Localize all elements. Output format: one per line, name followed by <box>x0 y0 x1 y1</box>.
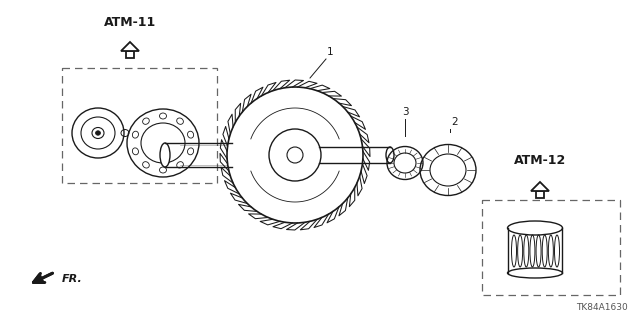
Text: 2: 2 <box>452 117 458 127</box>
Polygon shape <box>126 51 134 58</box>
Ellipse shape <box>508 268 563 278</box>
Ellipse shape <box>160 143 170 167</box>
Text: FR.: FR. <box>62 274 83 284</box>
Text: ATM-12: ATM-12 <box>514 154 566 166</box>
Ellipse shape <box>95 131 100 135</box>
Text: TK84A1630: TK84A1630 <box>576 303 628 312</box>
Text: ATM-11: ATM-11 <box>104 15 156 28</box>
Polygon shape <box>531 182 549 191</box>
Ellipse shape <box>508 221 563 235</box>
Bar <box>62 68 217 183</box>
Text: 3: 3 <box>402 107 408 117</box>
Text: 1: 1 <box>326 47 333 57</box>
Bar <box>482 200 620 295</box>
Polygon shape <box>536 191 544 198</box>
Ellipse shape <box>386 147 394 163</box>
Polygon shape <box>121 42 139 51</box>
